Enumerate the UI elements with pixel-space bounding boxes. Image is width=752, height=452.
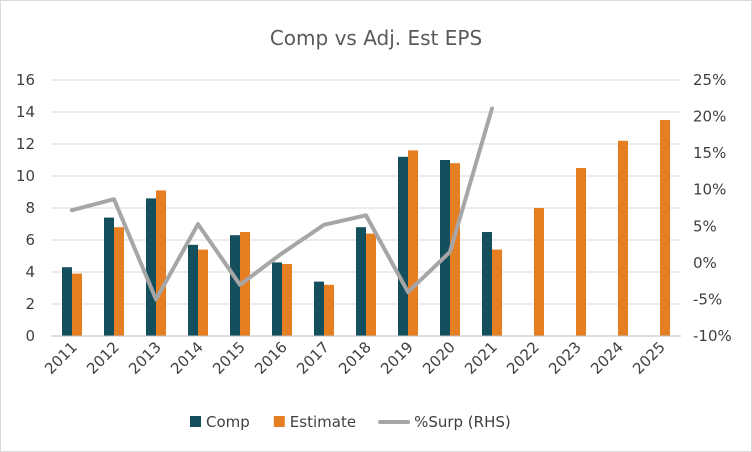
x-tick-label: 2013	[125, 338, 165, 378]
y-left-tick-label: 4	[25, 263, 35, 281]
surprise-line	[70, 106, 494, 302]
bar-estimate	[576, 168, 586, 336]
y-left-tick-label: 12	[16, 135, 35, 153]
bar-comp	[482, 232, 492, 336]
bar-comp	[272, 262, 282, 336]
bar-comp	[440, 160, 450, 336]
y-left-tick-label: 2	[25, 295, 35, 313]
x-tick-label: 2019	[377, 338, 417, 378]
bar-comp	[146, 198, 156, 336]
bar-comp	[104, 217, 114, 336]
legend-label: Comp	[206, 413, 250, 431]
x-tick-label: 2023	[545, 338, 585, 378]
x-tick-label: 2011	[41, 338, 81, 378]
y-right-tick-label: 25%	[693, 71, 726, 89]
bar-estimate	[198, 249, 208, 336]
y-right-tick-label: 20%	[693, 108, 726, 126]
legend-label: Estimate	[290, 413, 356, 431]
x-tick-label: 2017	[293, 338, 333, 378]
bar-comp	[356, 227, 366, 336]
line-series-surp	[70, 106, 494, 302]
chart-title: Comp vs Adj. Est EPS	[270, 26, 482, 50]
legend-label: %Surp (RHS)	[414, 413, 511, 431]
bars	[62, 120, 670, 336]
x-tick-label: 2016	[251, 338, 291, 378]
bar-estimate	[492, 249, 502, 336]
y-right-tick-label: 10%	[693, 181, 726, 199]
bar-estimate	[114, 227, 124, 336]
x-tick-label: 2015	[209, 338, 249, 378]
y-left-tick-label: 14	[16, 103, 35, 121]
bar-estimate	[618, 140, 628, 336]
bar-comp	[398, 156, 408, 336]
bar-estimate	[156, 190, 166, 336]
y-right-tick-label: 5%	[693, 217, 717, 235]
y-left-tick-label: 8	[25, 199, 35, 217]
bar-comp	[314, 281, 324, 336]
x-tick-label: 2018	[335, 338, 375, 378]
bar-estimate	[408, 150, 418, 336]
y-right-tick-label: -5%	[693, 290, 722, 308]
y-left-tick-label: 16	[16, 71, 35, 89]
x-tick-label: 2014	[167, 338, 207, 378]
bar-estimate	[324, 284, 334, 336]
x-tick-label: 2020	[419, 338, 459, 378]
x-tick-label: 2012	[83, 338, 123, 378]
y-left-tick-label: 10	[16, 167, 35, 185]
y-right-tick-label: 0%	[693, 254, 717, 272]
legend-swatch	[190, 416, 201, 427]
bar-estimate	[72, 273, 82, 336]
bar-estimate	[240, 232, 250, 336]
y-right-tick-label: -10%	[693, 327, 732, 345]
x-tick-label: 2025	[629, 338, 669, 378]
legend-swatch	[273, 416, 285, 427]
y-left-tick-label: 6	[25, 231, 35, 249]
bar-estimate	[450, 163, 460, 336]
bar-comp	[230, 235, 240, 336]
bar-estimate	[660, 120, 670, 336]
bar-estimate	[534, 208, 544, 336]
y-left-tick-label: 0	[25, 327, 35, 345]
x-tick-label: 2021	[461, 338, 501, 378]
legend: Comp Estimate %Surp (RHS)	[190, 413, 511, 431]
bar-comp	[188, 244, 198, 336]
bar-comp	[62, 267, 72, 336]
x-tick-label: 2024	[587, 338, 627, 378]
y-right-tick-label: 15%	[693, 144, 726, 162]
bar-estimate	[366, 233, 376, 336]
x-tick-label: 2022	[503, 338, 543, 378]
bar-estimate	[282, 264, 292, 336]
